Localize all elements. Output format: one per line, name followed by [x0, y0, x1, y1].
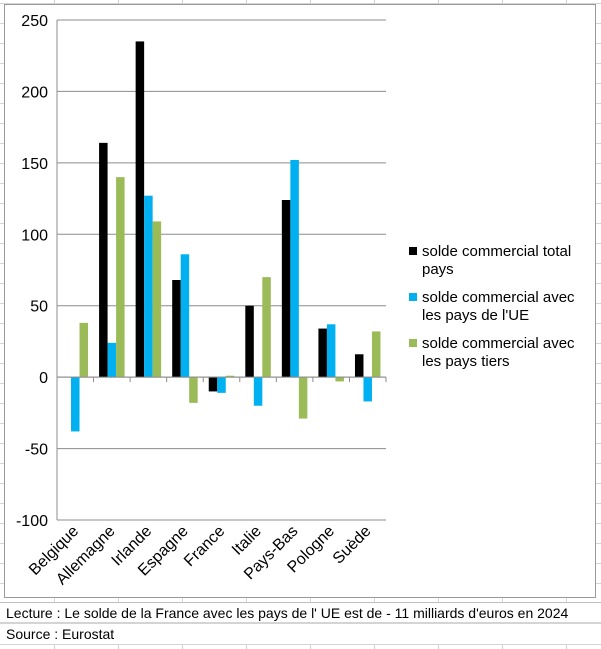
bar-pologne-series-3	[335, 377, 344, 382]
y-tick-label-5: 0	[39, 370, 48, 387]
bar-pays-bas-series-3	[298, 377, 308, 419]
bar-belgique-series-3	[79, 322, 89, 378]
bar-allemagne-series-3	[116, 177, 125, 378]
lecture-note: Lecture : Le solde de la France avec les…	[0, 602, 601, 623]
bar-espagne-series-2	[180, 254, 190, 378]
legend-label-2-line-2: les pays de l'UE	[422, 307, 529, 324]
legend-label-2-line-1: solde commercial avec	[422, 289, 575, 306]
bar-allemagne-series-1	[99, 142, 108, 378]
y-tick-label-6: -50	[25, 442, 48, 459]
bar-pays-bas-series-1	[281, 200, 291, 378]
bar-irlande-series-2	[144, 195, 153, 378]
bar-chart: 250200150100500-50-100BelgiqueAllemagneI…	[16, 13, 575, 588]
legend-label-1-line-1: solde commercial total	[422, 243, 571, 260]
legend-label-3-line-2: les pays tiers	[422, 353, 510, 370]
y-tick-label-2: 150	[21, 156, 48, 173]
legend-swatch-3	[409, 339, 417, 347]
bar-pologne-series-1	[318, 328, 327, 378]
bar-su-de-series-3	[371, 331, 381, 378]
bar-irlande-series-1	[135, 41, 145, 378]
legend-label-3-line-1: solde commercial avec	[422, 335, 575, 352]
bar-italie-series-1	[245, 305, 254, 378]
bar-france-series-3	[225, 375, 235, 378]
bar-su-de-series-1	[354, 354, 364, 378]
chart-area[interactable]: 250 200 150 100 50 0 -50 -100 Belgique Allemagne I…	[4, 4, 596, 598]
y-tick-label-7: -100	[16, 513, 48, 530]
y-tick-label-4: 50	[30, 299, 48, 316]
bar-belgique-series-2	[71, 377, 80, 432]
bar-espagne-series-1	[172, 280, 181, 378]
bar-pays-bas-series-2	[290, 160, 299, 378]
bar-espagne-series-3	[189, 377, 198, 403]
legend-label-1-line-2: pays	[422, 261, 454, 278]
x-category-label-su-de: Suède	[330, 523, 375, 568]
y-tick-label-1: 200	[21, 84, 48, 101]
bar-france-series-1	[208, 377, 218, 392]
y-tick-label-0: 250	[21, 13, 48, 30]
bar-italie-series-3	[262, 277, 271, 378]
source-note: Source : Eurostat	[0, 624, 601, 645]
bar-italie-series-2	[253, 377, 263, 406]
legend-swatch-2	[409, 293, 417, 301]
bar-irlande-series-3	[152, 221, 162, 378]
bar-france-series-2	[217, 377, 226, 393]
x-category-label-france: France	[181, 523, 228, 570]
bar-allemagne-series-2	[107, 342, 117, 378]
y-tick-label-3: 100	[21, 227, 48, 244]
bar-pologne-series-2	[326, 324, 336, 378]
bar-su-de-series-2	[363, 377, 372, 402]
legend-swatch-1	[409, 247, 417, 255]
